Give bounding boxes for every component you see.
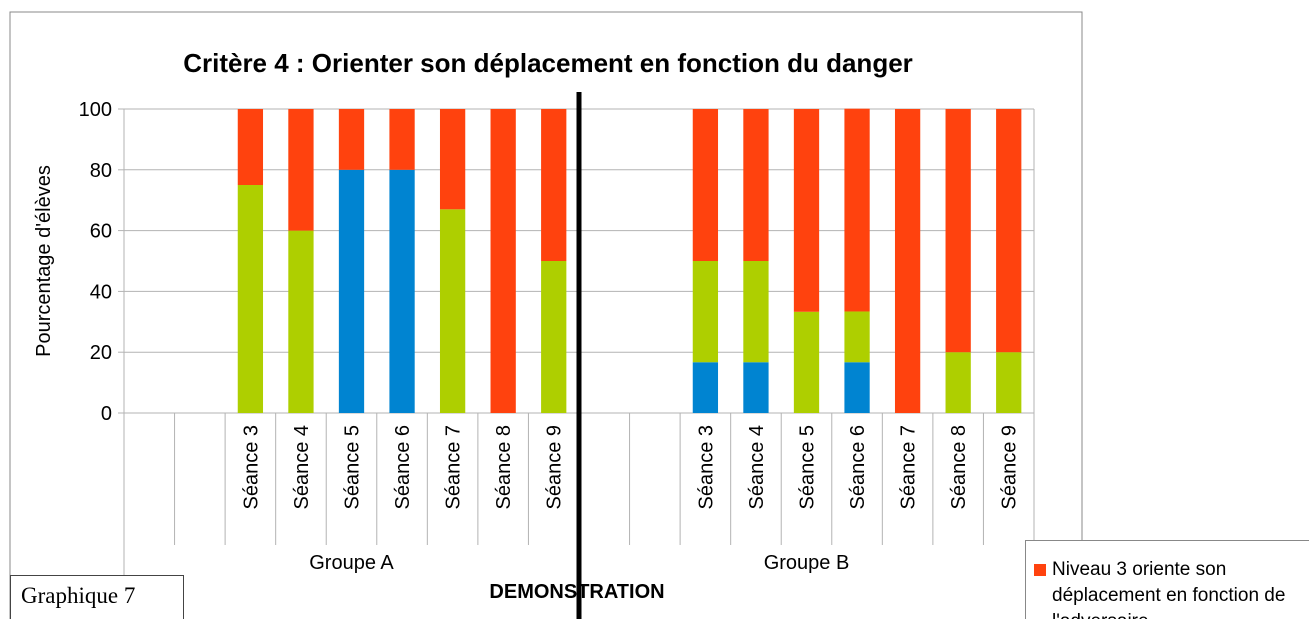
group-label: Groupe B [764, 552, 850, 574]
y-tick-label: 40 [90, 281, 112, 303]
bar-segment [692, 261, 719, 363]
bar-segment [996, 109, 1022, 353]
bar-segment [288, 109, 314, 231]
x-tick-label: Séance 4 [291, 425, 313, 510]
bar-segment [541, 261, 567, 413]
chart-title: Critère 4 : Orienter son déplacement en … [183, 48, 913, 78]
bar-segment [389, 109, 415, 170]
x-tick-label: Séance 7 [898, 425, 920, 510]
bar-segment [439, 209, 466, 413]
x-tick-label: Séance 5 [797, 425, 819, 510]
bar-segment [237, 109, 264, 185]
y-tick-label: 0 [101, 403, 112, 425]
y-tick-label: 20 [90, 342, 112, 364]
x-tick-label: Séance 3 [695, 425, 717, 510]
y-axis-label: Pourcentage d'élèves [33, 165, 55, 357]
bar-segment [894, 109, 921, 413]
bar-segment [338, 109, 365, 170]
legend: Niveau 3 oriente son déplacement en fonc… [1025, 540, 1309, 619]
bar-segment [743, 261, 769, 363]
bar-segment [338, 169, 365, 413]
y-tick-label: 100 [79, 99, 112, 121]
x-tick-label: Séance 7 [443, 425, 465, 510]
caption: Graphique 7 [10, 575, 184, 619]
bar-segment [389, 169, 415, 413]
bar-segment [541, 109, 567, 261]
x-tick-label: Séance 9 [999, 425, 1021, 510]
bar-segment [996, 352, 1022, 413]
x-tick-label: Séance 6 [392, 425, 414, 510]
x-tick-label: Séance 8 [948, 425, 970, 510]
legend-swatch [1034, 564, 1046, 576]
bar-segment [844, 108, 870, 312]
x-tick-label: Séance 3 [240, 425, 262, 510]
x-tick-label: Séance 4 [746, 425, 768, 510]
legend-label: Niveau 3 oriente son déplacement en fonc… [1052, 559, 1286, 619]
x-tick-label: Séance 5 [342, 425, 364, 510]
bar-segment [945, 109, 971, 353]
bar-segment [439, 109, 466, 210]
bar-segment [945, 352, 971, 413]
x-tick-label: Séance 6 [847, 425, 869, 510]
bar-segment [692, 362, 719, 413]
bar-segment [237, 185, 264, 413]
bar-segment [288, 230, 314, 413]
bar-segment [490, 109, 516, 413]
x-tick-label: Séance 8 [493, 425, 515, 510]
bar-segment [743, 362, 769, 413]
y-tick-label: 80 [90, 160, 112, 182]
bar-segment [844, 362, 870, 413]
bar-segment [844, 311, 870, 363]
bar-segment [793, 311, 820, 413]
bar-segment [692, 109, 719, 261]
bar-segment [743, 109, 769, 261]
y-tick-label: 60 [90, 221, 112, 243]
x-tick-label: Séance 9 [544, 425, 566, 510]
bar-segment [793, 109, 820, 312]
group-label: Groupe A [309, 552, 394, 574]
